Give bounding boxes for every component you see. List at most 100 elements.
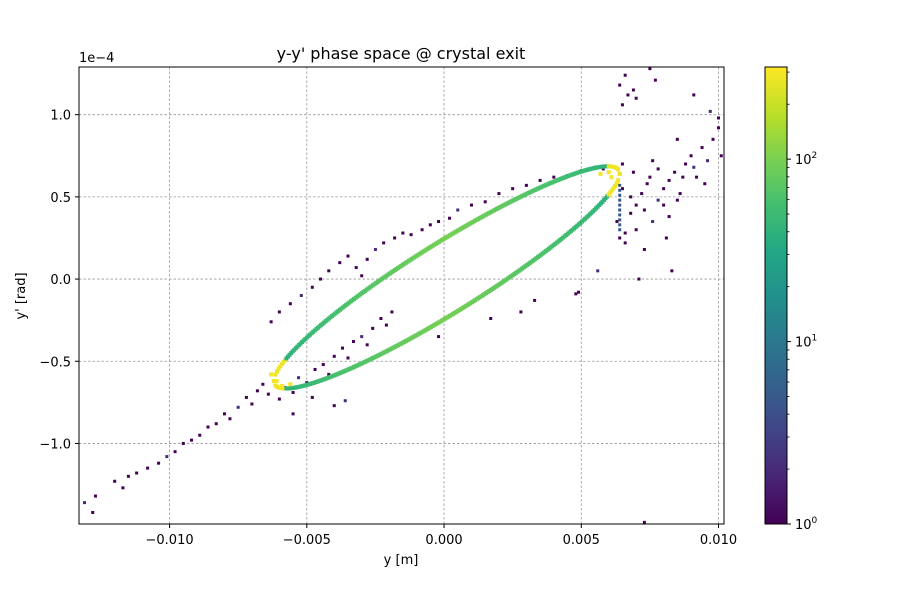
histogram-cell — [269, 320, 273, 324]
colorbar-tick-exponent: 2 — [812, 151, 818, 161]
stripe-cell — [618, 213, 622, 217]
histogram-cell — [717, 116, 721, 120]
histogram-cell — [623, 73, 627, 77]
ellipse-cap-cell — [609, 175, 614, 180]
histogram-cell — [250, 402, 254, 406]
histogram-cell — [620, 187, 624, 191]
histogram-cell — [277, 310, 281, 314]
colorbar-tick-exponent: 1 — [812, 334, 818, 344]
histogram-cell — [371, 326, 375, 330]
histogram-cell — [346, 254, 350, 258]
histogram-cell — [121, 486, 125, 490]
histogram-cell — [390, 310, 394, 314]
y-axis-ticks: −1.0 −0.5 0.0 0.5 1.0 — [39, 109, 79, 452]
histogram-cell — [338, 261, 342, 265]
histogram-cell — [640, 192, 644, 196]
histogram-cell — [365, 343, 369, 347]
ellipse-cell — [617, 171, 622, 176]
histogram-cell — [623, 241, 627, 245]
ellipse-cell — [279, 362, 284, 367]
ellipse-cell — [612, 184, 617, 189]
histogram-cell — [675, 198, 679, 202]
histogram-cell — [703, 182, 707, 186]
histogram-cell — [653, 78, 657, 82]
histogram-cell — [678, 192, 682, 196]
stripe-cell — [618, 203, 622, 207]
histogram-cell — [437, 220, 441, 224]
histogram-cell — [719, 154, 723, 158]
histogram-cell — [379, 317, 383, 321]
histogram-cell — [135, 471, 139, 475]
y-tick-label: −1.0 — [39, 437, 71, 452]
ellipse-cell — [611, 186, 616, 191]
ellipse-cell — [608, 190, 613, 195]
stripe-cell — [618, 188, 622, 192]
histogram-cell — [313, 367, 317, 371]
histogram-cell — [629, 195, 633, 199]
histogram-cell — [662, 187, 666, 191]
histogram-cell — [634, 228, 638, 232]
histogram-cell — [656, 167, 660, 171]
ellipse-cap-cell — [280, 383, 285, 388]
x-tick-label: 0.005 — [563, 533, 600, 548]
histogram-cell — [642, 520, 646, 524]
histogram-cell — [538, 178, 542, 182]
y-tick-label: 1.0 — [50, 109, 71, 124]
ellipse-cap-cell — [288, 382, 293, 387]
ellipse-cap-cell — [598, 171, 603, 176]
histogram-cell — [373, 247, 377, 251]
histogram-cell — [620, 162, 624, 166]
histogram-cell — [637, 277, 641, 281]
ellipse-cap-cell — [269, 372, 274, 377]
histogram-cell — [675, 137, 679, 141]
histogram-cell — [618, 236, 622, 240]
histogram-cell — [684, 162, 688, 166]
histogram-cell — [299, 294, 303, 297]
histogram-cell — [206, 425, 210, 429]
y-tick-label: 0.0 — [50, 273, 71, 288]
histogram-cell — [327, 269, 331, 273]
histogram-cell — [524, 183, 528, 187]
x-axis-label: y [m] — [384, 553, 419, 568]
ellipse-cap-cell — [274, 378, 279, 383]
histogram-cell — [310, 285, 314, 289]
x-tick-label: −0.010 — [146, 533, 194, 548]
histogram-cell — [157, 461, 161, 465]
histogram-cell — [497, 192, 501, 196]
histogram-cell — [642, 247, 646, 251]
histogram-cell — [620, 103, 624, 107]
ellipse-cell — [616, 178, 621, 183]
histogram-cell — [511, 187, 515, 191]
ellipse-cell — [275, 369, 280, 374]
histogram-cell — [222, 412, 226, 416]
histogram-cell — [631, 88, 635, 92]
x-tick-label: 0.010 — [700, 533, 737, 548]
histogram-cell — [310, 395, 314, 399]
stripe-cell — [618, 223, 622, 227]
histogram-cell — [552, 175, 556, 179]
histogram-cell — [214, 422, 218, 426]
histogram-cell — [656, 198, 660, 202]
histogram-cell — [93, 494, 97, 498]
histogram-cell — [645, 182, 649, 186]
x-axis-ticks: −0.010 −0.005 0.000 0.005 0.010 — [146, 524, 737, 548]
histogram-cell — [629, 211, 633, 215]
histogram-cell — [689, 154, 693, 158]
histogram-cell — [631, 170, 635, 174]
y-tick-label: −0.5 — [39, 355, 71, 370]
histogram-cell — [384, 323, 388, 327]
histogram-cells — [82, 67, 723, 524]
colorbar-tick-label: 101 — [795, 334, 817, 351]
histogram-cell — [681, 175, 685, 179]
histogram-cell — [577, 290, 581, 294]
histogram-cell — [626, 93, 630, 97]
chart-title: y-y' phase space @ crystal exit — [277, 44, 526, 63]
ellipse-cell — [273, 372, 278, 377]
ellipse-cell — [609, 188, 614, 193]
histogram-cell — [327, 372, 331, 376]
histogram-cell — [489, 317, 493, 321]
histogram-cell — [198, 433, 202, 437]
histogram-cell — [519, 310, 523, 314]
plot-frame — [78, 66, 725, 525]
